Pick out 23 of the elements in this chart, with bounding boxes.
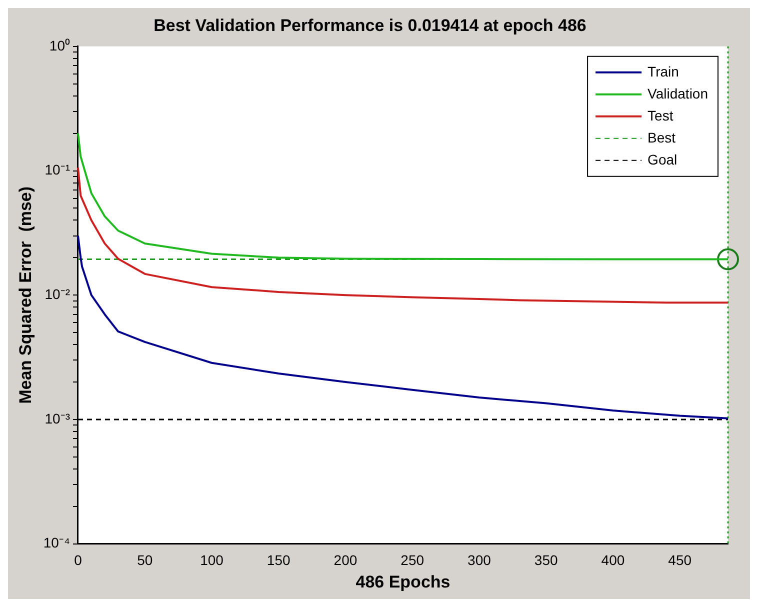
- y-tick-label: 10⁻³: [44, 410, 70, 426]
- x-tick-label: 200: [334, 552, 358, 568]
- x-tick-label: 250: [400, 552, 424, 568]
- x-tick-label: 0: [74, 552, 82, 568]
- x-tick-label: 50: [137, 552, 153, 568]
- y-tick-label: 10⁻⁴: [43, 534, 70, 551]
- legend-label: Train: [648, 63, 679, 80]
- y-tick-label: 10⁰: [49, 37, 70, 54]
- x-tick-label: 450: [668, 552, 692, 568]
- legend-label: Best: [648, 129, 676, 146]
- y-axis-title: Mean Squared Error (mse): [16, 186, 35, 404]
- x-tick-label: 150: [266, 552, 290, 568]
- x-tick-label: 400: [601, 552, 625, 568]
- x-tick-label: 350: [534, 552, 558, 568]
- legend-label: Validation: [648, 85, 708, 102]
- x-axis-title: 486 Epochs: [356, 572, 450, 592]
- y-tick-label: 10⁻²: [44, 286, 70, 302]
- y-tick-label: 10⁻¹: [44, 162, 70, 178]
- x-tick-label: 100: [200, 552, 224, 568]
- chart-title: Best Validation Performance is 0.019414 at epoch 486: [154, 16, 586, 35]
- legend-label: Test: [648, 107, 674, 124]
- legend-label: Goal: [648, 151, 678, 168]
- x-tick-label: 300: [468, 552, 492, 568]
